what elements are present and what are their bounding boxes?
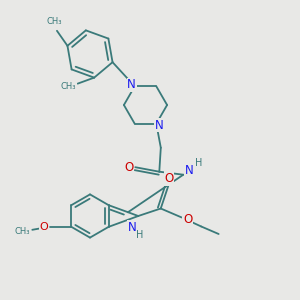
Text: N: N [127, 78, 136, 91]
Text: CH₃: CH₃ [46, 17, 62, 26]
Text: CH₃: CH₃ [14, 227, 29, 236]
Text: N: N [128, 221, 137, 234]
Text: O: O [164, 172, 173, 185]
Text: O: O [39, 222, 48, 232]
Text: CH₃: CH₃ [61, 82, 76, 91]
Text: N: N [155, 119, 164, 132]
Text: O: O [183, 213, 192, 226]
Text: H: H [195, 158, 203, 168]
Text: N: N [185, 164, 194, 177]
Text: H: H [136, 230, 144, 240]
Text: O: O [124, 161, 133, 174]
